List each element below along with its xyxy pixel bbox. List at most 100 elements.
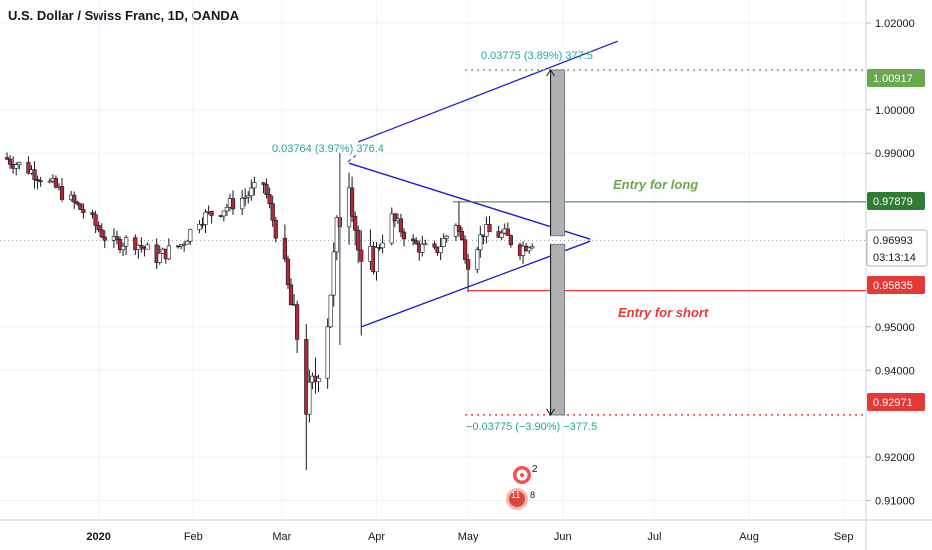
candle (374, 242, 379, 281)
candle (81, 203, 86, 219)
candle-body (59, 186, 65, 200)
candle-body (75, 201, 80, 205)
candle (462, 235, 468, 264)
candle (78, 203, 83, 210)
candle-body (4, 157, 10, 160)
candle-body (334, 217, 339, 253)
x-tick-label: Mar (272, 531, 291, 543)
candle-body (117, 239, 123, 251)
candle-body (243, 196, 248, 199)
candle-body (246, 195, 251, 198)
candle (325, 318, 330, 389)
event-flag-icon[interactable]: 2 (513, 464, 538, 484)
price-label-long-target: 1.00917 (867, 69, 925, 87)
candle (4, 152, 10, 161)
short-arrow-head (546, 408, 555, 416)
event-calendar-icon[interactable]: 11 8 (506, 488, 535, 510)
price-label-entry-short: 0.95835 (867, 276, 925, 294)
candle-body (230, 198, 236, 210)
candle-body (487, 224, 492, 232)
y-tick-label: 0.91000 (875, 495, 915, 507)
time-axis[interactable]: 2020 Feb Mar Apr May Jun Jul Aug Sep (86, 531, 853, 543)
candle-body (47, 180, 52, 183)
candle-body (389, 213, 394, 244)
candle-body (401, 231, 407, 240)
candle (209, 210, 214, 224)
y-tick-label: 0.94000 (875, 365, 915, 377)
candle-body (93, 214, 98, 226)
candle (389, 207, 394, 246)
candle-body (8, 158, 13, 165)
candle (243, 188, 248, 207)
candle-body (466, 259, 471, 270)
candle-body (17, 162, 22, 166)
candle-body (90, 212, 95, 215)
candle (8, 155, 13, 169)
candle (120, 242, 126, 256)
event-count-b: 8 (530, 490, 535, 500)
drawings[interactable] (339, 40, 866, 416)
candle (246, 191, 251, 204)
price-label-current: 0.96993 03:13:14 (866, 229, 928, 267)
price-axis[interactable]: 1.02000 1.00000 0.99000 0.95000 0.94000 0.920… (866, 18, 915, 507)
candle (197, 219, 202, 234)
candle (230, 190, 236, 215)
candle (478, 226, 483, 258)
price-label-entry-long: 0.97879 (867, 192, 925, 210)
candle (145, 242, 150, 250)
candle-body (508, 235, 513, 246)
svg-text:0.92971: 0.92971 (873, 397, 913, 409)
candle (139, 237, 144, 253)
candle-body (185, 240, 190, 245)
candle (59, 177, 65, 202)
candle (273, 216, 278, 243)
x-tick-label: Apr (368, 531, 385, 543)
svg-text:1.00917: 1.00917 (873, 73, 913, 85)
candle-body (475, 249, 480, 270)
candle (285, 255, 291, 289)
candle (26, 156, 31, 175)
candle-body (441, 237, 446, 248)
candle (188, 228, 193, 245)
candle (527, 246, 532, 254)
candle-body (78, 203, 83, 210)
candle (35, 175, 40, 190)
svg-text:0.96993: 0.96993 (873, 235, 913, 247)
candle (240, 190, 245, 216)
candle (32, 161, 37, 189)
candle (117, 236, 123, 254)
symbol-title: U.S. Dollar / Swiss Franc, 1D, OANDA (8, 8, 240, 23)
event-flag-count: 2 (532, 464, 538, 475)
candle (475, 246, 480, 274)
candle (261, 181, 266, 194)
candle (114, 230, 120, 245)
candle-body (478, 234, 483, 251)
x-tick-label: Feb (184, 531, 203, 543)
candle-body (81, 209, 86, 214)
candle-body (139, 244, 144, 248)
candle (282, 224, 288, 263)
price-label-short-target: 0.92971 (867, 393, 925, 411)
candle (432, 240, 437, 250)
candle (459, 226, 465, 241)
candle (166, 238, 171, 261)
candle (398, 213, 404, 238)
short-range-box (550, 243, 566, 416)
candle-body (96, 225, 101, 231)
candle-body (209, 211, 214, 216)
candle (90, 209, 95, 219)
candle (316, 374, 321, 392)
candle-body (423, 243, 428, 246)
pole-measure-line (347, 155, 357, 163)
countdown-timer: 03:13:14 (873, 252, 916, 264)
candle-body (462, 239, 468, 260)
x-tick-label: Sep (834, 531, 854, 543)
candle-body (35, 179, 40, 181)
candle (508, 234, 513, 248)
candle-body (120, 245, 126, 251)
candle-body (261, 182, 266, 185)
candle (334, 215, 339, 261)
pole-measure-label: 0.03764 (3.97%) 376.4 (272, 143, 384, 155)
candle-body (392, 213, 397, 222)
